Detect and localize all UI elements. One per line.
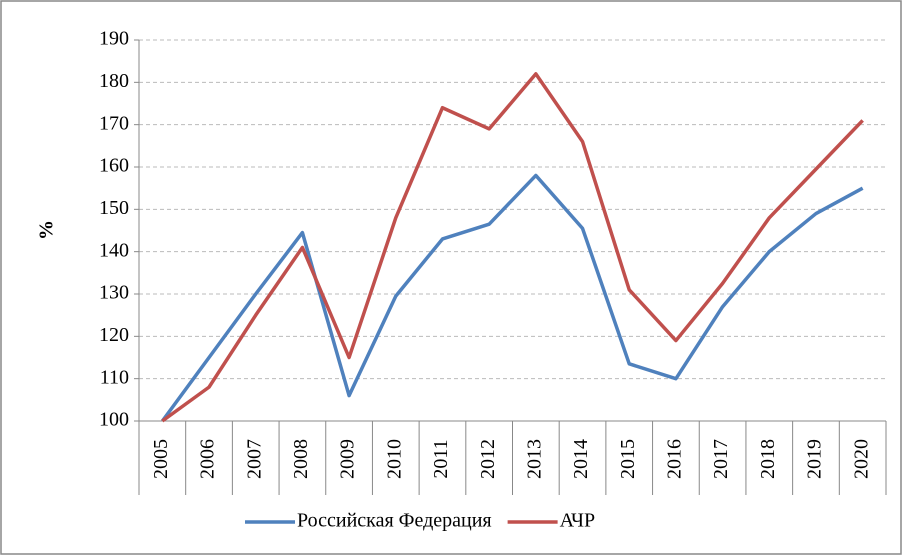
y-tick-label: 120 [99,324,129,346]
x-tick-label: 2020 [850,439,872,479]
x-tick-label: 2019 [804,439,826,479]
x-tick-label: 2007 [243,439,265,479]
y-tick-label: 140 [99,239,129,261]
legend-label: АЧР [560,510,596,532]
y-tick-label: 130 [99,282,129,304]
y-tick-label: 180 [99,70,129,92]
series-line [161,72,864,423]
series-line [160,173,864,423]
y-tick-label: 150 [99,197,129,219]
y-tick-label: 170 [99,112,129,134]
y-axis-label: % [36,220,58,240]
y-tick-label: 190 [99,28,129,50]
x-tick-label: 2013 [523,439,545,479]
y-tick-label: 100 [99,409,129,431]
x-tick-label: 2009 [337,439,359,479]
x-tick-label: 2018 [757,439,779,479]
x-tick-label: 2016 [664,439,686,479]
y-tick-label: 110 [100,366,129,388]
x-tick-label: 2011 [430,439,452,478]
x-tick-label: 2012 [477,439,499,479]
x-tick-label: 2008 [290,439,312,479]
y-tick-label: 160 [99,155,129,177]
x-tick-label: 2005 [150,439,172,479]
x-tick-label: 2006 [197,439,219,479]
x-tick-label: 2015 [617,439,639,479]
legend-label: Российская Федерация [297,510,492,532]
x-tick-label: 2014 [570,439,592,479]
x-tick-label: 2017 [710,439,732,479]
x-tick-label: 2010 [383,439,405,479]
